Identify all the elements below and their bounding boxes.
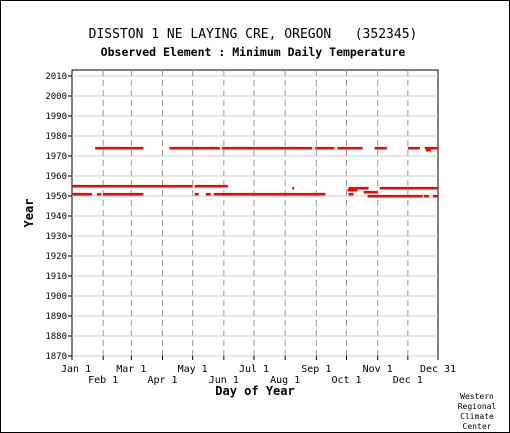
- data-mark-1952-0: [363, 191, 378, 194]
- y-tick-label-1890: 1890: [45, 312, 67, 322]
- data-mark-1974-6: [407, 147, 420, 150]
- x-tick-label-oct-1: Oct 1: [331, 375, 361, 386]
- data-mark-1950-1: [423, 195, 429, 198]
- data-marks: [72, 147, 438, 198]
- plot-area: [71, 69, 439, 357]
- y-tick-label-1980: 1980: [45, 132, 67, 142]
- x-axis: Jan 1 Mar 1 May 1 Jul 1 Sep 1 Nov 1 Dec 31 Feb …: [61, 356, 456, 386]
- data-mark-1974-2: [221, 147, 313, 150]
- y-tick-label-1940: 1940: [45, 212, 67, 222]
- data-mark-1973-0: [425, 149, 431, 152]
- y-tick-label-2000: 2000: [45, 92, 67, 102]
- y-tick-label-1960: 1960: [45, 172, 67, 182]
- data-mark-1954-0: [292, 187, 295, 190]
- y-tick-label-1900: 1900: [45, 292, 67, 302]
- chart-title: DISSTON 1 NE LAYING CRE, OREGON (352345): [89, 27, 418, 42]
- x-tick-label-jan-1: Jan 1: [61, 364, 91, 375]
- data-mark-1951-4: [205, 193, 211, 196]
- y-tick-label-1920: 1920: [45, 252, 67, 262]
- credit-block: Western Regional Climate Center: [458, 392, 497, 431]
- grid-lines: [72, 70, 438, 357]
- data-mark-1951-0: [72, 193, 93, 196]
- data-mark-1954-2: [379, 187, 438, 190]
- credit-line-1: Western: [460, 392, 494, 401]
- x-tick-label-sep-1: Sep 1: [301, 364, 331, 375]
- data-mark-1954-1: [348, 187, 369, 190]
- data-mark-1955-0: [72, 185, 193, 188]
- y-tick-label-1930: 1930: [45, 232, 67, 242]
- x-axis-label: Day of Year: [215, 384, 294, 398]
- data-mark-1951-1: [97, 193, 102, 196]
- data-mark-1951-3: [194, 193, 199, 196]
- data-mark-1974-7: [424, 147, 438, 150]
- data-mark-1951-2: [103, 193, 144, 196]
- data-mark-1951-5: [213, 193, 326, 196]
- y-axis: 1870 1880 1890 1900 1910 1920 1930 1940 1950 1960…: [45, 72, 72, 362]
- credit-line-3: Climate: [460, 412, 494, 421]
- y-tick-label-2010: 2010: [45, 72, 67, 82]
- y-tick-label-1880: 1880: [45, 332, 67, 342]
- x-tick-label-jul-1: Jul 1: [239, 364, 269, 375]
- data-mark-1950-2: [432, 195, 438, 198]
- x-tick-label-may-1: May 1: [178, 364, 208, 375]
- data-mark-1974-5: [374, 147, 387, 150]
- y-tick-label-1970: 1970: [45, 152, 67, 162]
- data-mark-1974-3: [315, 147, 335, 150]
- data-mark-1955-1: [194, 185, 228, 188]
- y-tick-label-1870: 1870: [45, 352, 67, 362]
- x-tick-label-dec-31: Dec 31: [420, 364, 456, 375]
- y-tick-label-1910: 1910: [45, 272, 67, 282]
- y-axis-label: Year: [22, 199, 36, 228]
- x-tick-label-feb-1: Feb 1: [88, 375, 118, 386]
- x-tick-label-jun-1: Jun 1: [209, 375, 239, 386]
- data-mark-1974-0: [95, 147, 144, 150]
- y-tick-label-1950: 1950: [45, 192, 67, 202]
- x-tick-label-aug-1: Aug 1: [270, 375, 300, 386]
- credit-line-2: Regional: [458, 402, 497, 411]
- data-mark-1951-6: [348, 193, 354, 196]
- data-mark-1953-0: [347, 189, 358, 192]
- y-tick-label-1990: 1990: [45, 112, 67, 122]
- data-mark-1974-1: [169, 147, 220, 150]
- chart-subtitle: Observed Element : Minimum Daily Tempera…: [101, 45, 406, 59]
- data-mark-1950-0: [367, 195, 423, 198]
- x-tick-label-dec-1: Dec 1: [393, 375, 423, 386]
- credit-line-4: Center: [463, 422, 492, 431]
- x-tick-label-mar-1: Mar 1: [116, 364, 146, 375]
- data-mark-1974-4: [337, 147, 363, 150]
- x-tick-label-nov-1: Nov 1: [363, 364, 393, 375]
- x-tick-label-apr-1: Apr 1: [147, 375, 177, 386]
